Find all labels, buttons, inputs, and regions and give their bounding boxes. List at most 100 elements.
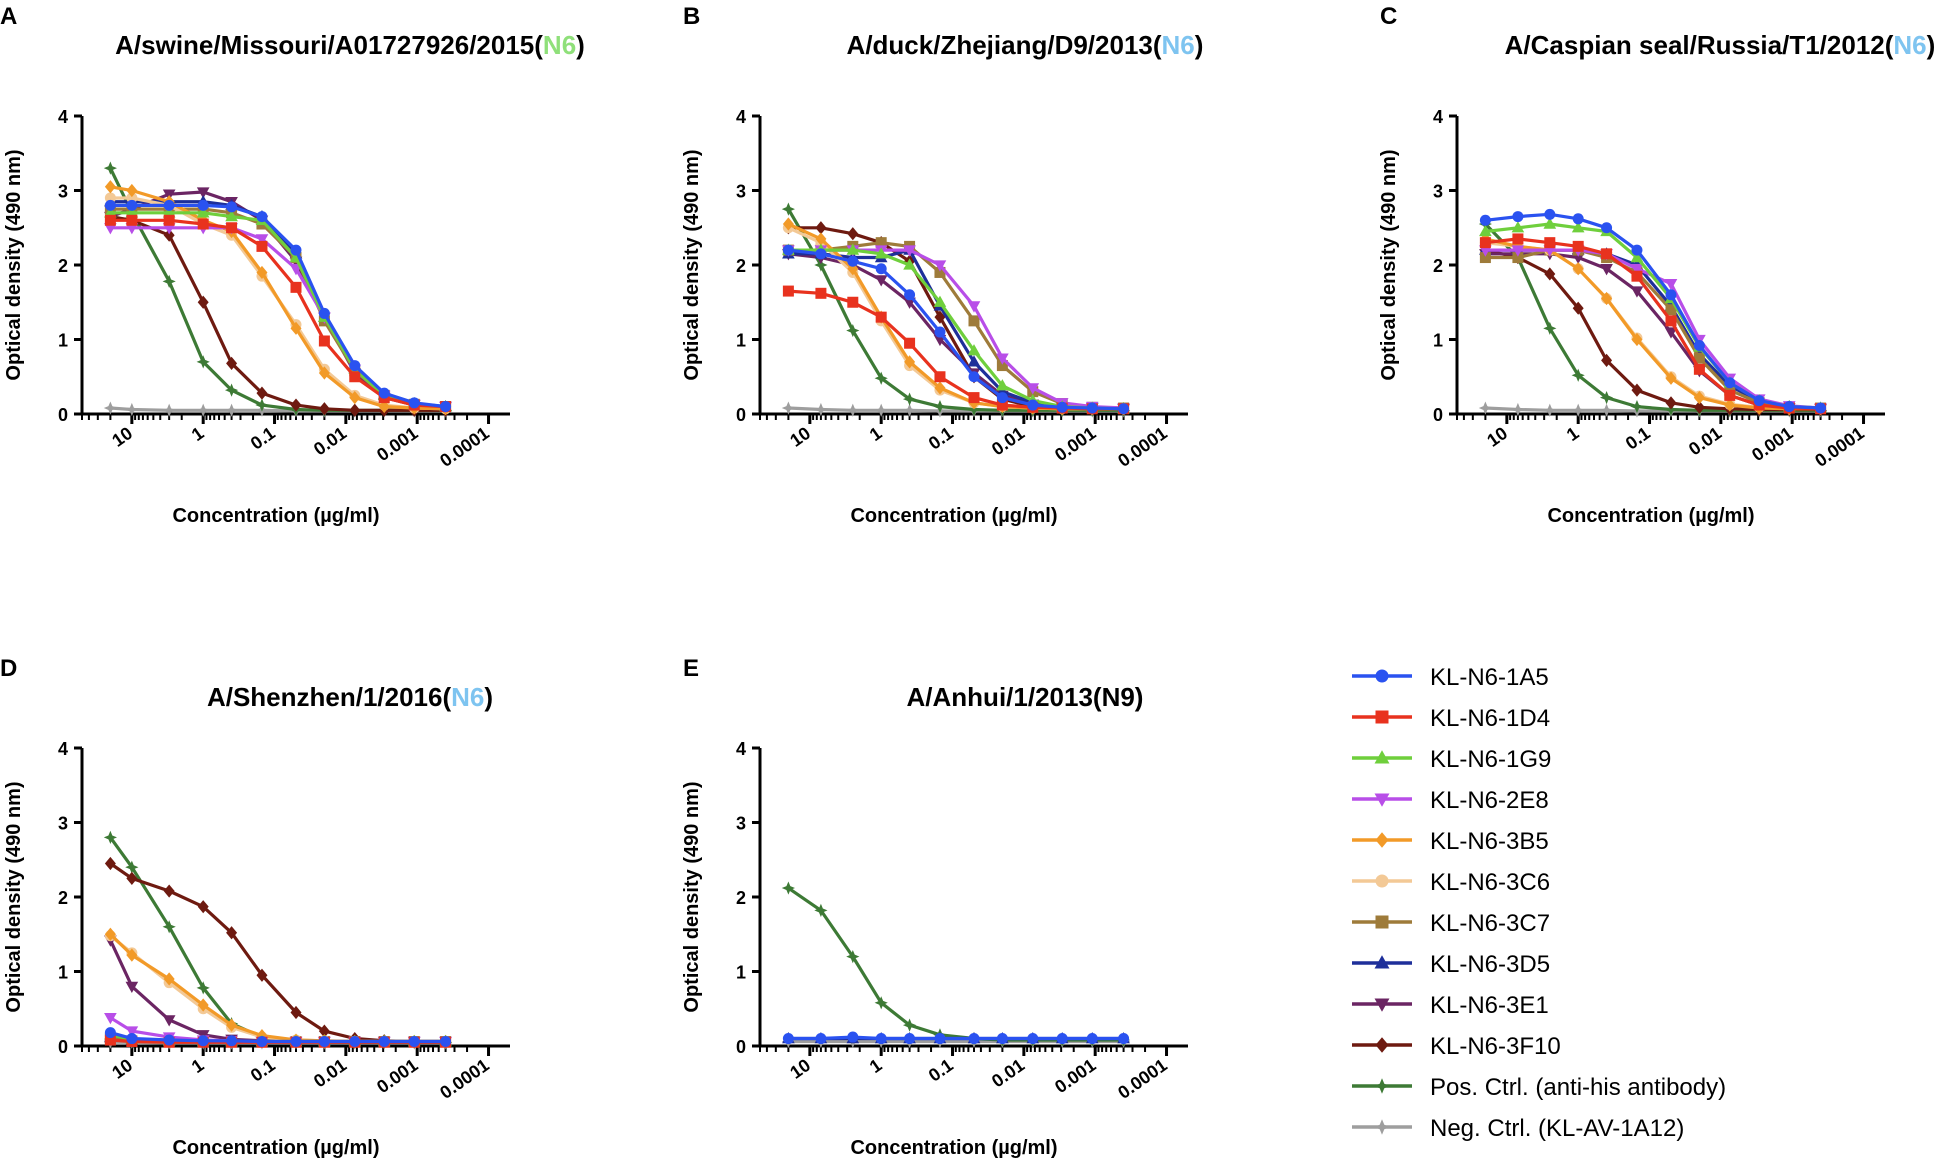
data-point (197, 1035, 209, 1047)
data-point (847, 296, 859, 308)
data-point (290, 1036, 302, 1048)
data-point (1571, 221, 1585, 233)
x-tick-label: 0.001 (373, 423, 421, 465)
data-point (934, 371, 946, 383)
data-point (815, 287, 827, 299)
data-point (1724, 377, 1736, 389)
x-axis-label: Concentration (µg/ml) (1547, 505, 1754, 527)
data-point (782, 285, 794, 297)
data-point (1571, 403, 1585, 417)
title-text: A/swine/Missouri/A01727926/2015( (115, 30, 543, 60)
x-tick-label: 1 (866, 423, 886, 445)
legend-item: KL-N6-3E1 (1352, 992, 1549, 1019)
data-point (847, 1031, 859, 1043)
data-point (1086, 1033, 1098, 1045)
data-point (1572, 262, 1584, 276)
data-point (1544, 208, 1556, 220)
data-point (104, 214, 116, 226)
x-tick-label: 0.001 (1748, 423, 1796, 465)
data-point (125, 981, 139, 993)
y-tick-label: 1 (1433, 331, 1443, 351)
data-point (1511, 402, 1525, 417)
data-point (814, 258, 828, 272)
legend-item: Neg. Ctrl. (KL-AV-1A12) (1352, 1115, 1684, 1142)
data-point (104, 1034, 116, 1046)
x-tick-label: 0.01 (1685, 423, 1725, 459)
data-point (349, 1036, 361, 1048)
data-point (224, 383, 239, 397)
data-point (349, 371, 361, 383)
data-point (1479, 237, 1491, 249)
y-axis-label: Optical density (490 nm) (3, 781, 25, 1012)
data-point (1665, 371, 1677, 385)
legend-marker (1374, 998, 1390, 1012)
x-tick-label: 0.0001 (436, 423, 493, 471)
x-tick-label: 0.0001 (1811, 423, 1868, 471)
data-point (162, 206, 176, 218)
series-line (109, 934, 446, 1044)
data-point (1512, 211, 1524, 223)
data-point (290, 398, 302, 412)
panel-title: A/Caspian seal/Russia/T1/2012(N6) (1505, 30, 1936, 60)
data-point (815, 248, 827, 260)
y-tick-label: 2 (58, 256, 68, 276)
data-point (846, 950, 860, 964)
data-point (874, 275, 888, 287)
series-kl-n6-1a5 (782, 244, 1130, 415)
legend-marker (1375, 832, 1389, 848)
y-tick-label: 1 (58, 331, 68, 351)
data-point (104, 206, 117, 218)
data-point (162, 920, 176, 934)
chart-panel-e: E A/Anhui/1/2013(N9) 0 1 2 3 4 Optical density … (681, 655, 1188, 1159)
data-point (1543, 403, 1557, 417)
data-point (782, 217, 794, 231)
data-point (125, 402, 139, 417)
x-axis-label: Concentration (µg/ml) (172, 1137, 379, 1159)
data-point (318, 1036, 330, 1048)
data-point (815, 232, 827, 246)
chart-panel-b: B A/duck/Zhejiang/D9/2013(N6) 0 1 2 3 4 Optical… (681, 3, 1203, 527)
x-axis-label: Concentration (µg/ml) (850, 1137, 1057, 1159)
legend-label: KL-N6-3D5 (1430, 951, 1550, 978)
data-point (1724, 398, 1736, 412)
data-point (318, 366, 330, 380)
data-point (256, 1036, 268, 1048)
y-tick-label: 2 (1433, 256, 1443, 276)
data-point (933, 399, 947, 414)
data-point (1664, 327, 1678, 339)
data-point (226, 222, 238, 234)
legend-label: KL-N6-3C7 (1430, 910, 1550, 937)
series-kl-n6-3c6 (104, 192, 452, 415)
data-point (1511, 221, 1525, 233)
title-end: ) (484, 682, 493, 712)
y-axis-label: Optical density (490 nm) (681, 781, 703, 1012)
data-point (1601, 222, 1613, 234)
y-tick-label: 1 (736, 963, 746, 983)
series-line (787, 886, 1124, 1042)
data-point (1599, 403, 1614, 417)
series-kl-n6-3b5 (104, 180, 452, 416)
y-tick-label: 2 (736, 256, 746, 276)
series-pos-ctrl-anti-his-antibody- (103, 830, 453, 1049)
x-axis-label: Concentration (µg/ml) (850, 505, 1057, 527)
data-point (196, 981, 210, 995)
title-end: ) (1195, 30, 1204, 60)
data-point (904, 1033, 916, 1045)
data-point (1815, 402, 1827, 414)
data-point (1599, 391, 1614, 405)
data-point (378, 399, 390, 414)
data-point (126, 871, 138, 885)
data-point (256, 968, 268, 982)
series-kl-n6-1a5 (104, 199, 452, 413)
data-point (968, 392, 980, 404)
series-kl-n6-2e8 (104, 223, 452, 414)
data-point (408, 397, 420, 409)
data-point (378, 387, 390, 399)
data-point (1630, 264, 1644, 276)
y-tick-label: 1 (58, 963, 68, 983)
title-highlight: N6 (451, 682, 484, 712)
data-point (1631, 270, 1643, 282)
legend-item: KL-N6-2E8 (1352, 787, 1549, 814)
data-point (126, 1033, 138, 1045)
data-point (781, 202, 795, 216)
